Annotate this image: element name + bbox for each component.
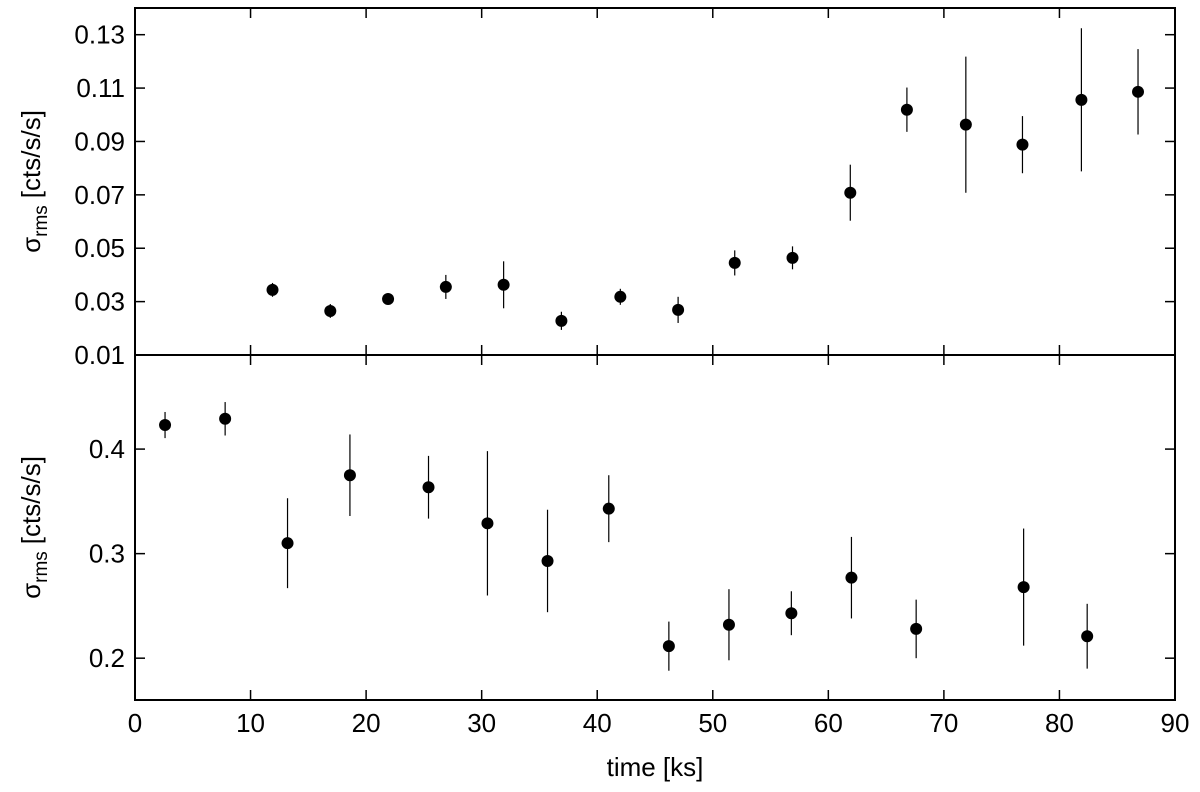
data-point <box>343 469 356 482</box>
data-point <box>324 304 337 317</box>
plot-frame <box>134 7 1176 356</box>
x-tick-label: 50 <box>698 708 727 738</box>
data-point <box>555 314 568 327</box>
data-point <box>844 186 857 199</box>
x-tick-label: 70 <box>929 708 958 738</box>
data-point <box>672 303 685 316</box>
y-label-symbol: σ <box>16 583 46 599</box>
y-label-subscript: rms <box>31 551 52 583</box>
data-point <box>845 571 858 584</box>
plot-frame <box>134 354 1176 701</box>
data-point <box>439 280 452 293</box>
x-tick-label: 80 <box>1045 708 1074 738</box>
data-point <box>728 256 741 269</box>
y-axis-label: σrms [cts/s/s] <box>16 110 52 253</box>
data-point <box>1081 630 1094 643</box>
y-tick-label: 0.3 <box>89 539 125 569</box>
data-point <box>959 118 972 131</box>
y-tick-label: 0.13 <box>74 20 125 50</box>
x-tick-label: 10 <box>236 708 265 738</box>
data-point <box>159 419 172 432</box>
x-tick-label: 20 <box>352 708 381 738</box>
data-point <box>614 290 627 303</box>
data-point <box>219 412 232 425</box>
data-point <box>422 481 435 494</box>
x-tick-label: 40 <box>583 708 612 738</box>
data-point <box>266 283 279 296</box>
data-point <box>382 292 395 305</box>
x-tick-label: 60 <box>814 708 843 738</box>
y-tick-label: 0.05 <box>74 233 125 263</box>
x-axis-label: time [ks] <box>607 752 704 782</box>
y-label-subscript: rms <box>31 205 52 237</box>
data-point <box>497 278 510 291</box>
x-tick-label: 90 <box>1161 708 1190 738</box>
data-point <box>1017 581 1030 594</box>
x-tick-label: 30 <box>467 708 496 738</box>
data-point <box>602 502 615 515</box>
data-point <box>1075 93 1088 106</box>
x-tick-label: 0 <box>128 708 142 738</box>
y-label-unit: [cts/s/s] <box>16 110 46 198</box>
y-label-symbol: σ <box>16 237 46 253</box>
data-point <box>1016 138 1029 151</box>
y-tick-label: 0.11 <box>76 73 125 103</box>
y-axis-label: σrms [cts/s/s] <box>16 456 52 599</box>
data-point <box>281 537 294 550</box>
data-point <box>722 618 735 631</box>
y-tick-label: 0.07 <box>74 180 125 210</box>
data-point <box>1132 85 1145 98</box>
data-point <box>785 607 798 620</box>
y-label-unit: [cts/s/s] <box>16 456 46 544</box>
y-tick-label: 0.09 <box>74 126 125 156</box>
y-tick-label: 0.2 <box>89 643 125 673</box>
y-tick-label: 0.03 <box>74 287 125 317</box>
data-point <box>786 251 799 264</box>
data-point <box>910 622 923 635</box>
data-point <box>481 517 494 530</box>
data-point <box>900 103 913 116</box>
y-tick-label: 0.4 <box>89 434 125 464</box>
data-point <box>662 640 675 653</box>
data-point <box>541 554 554 567</box>
y-tick-label: 0.01 <box>74 340 125 370</box>
